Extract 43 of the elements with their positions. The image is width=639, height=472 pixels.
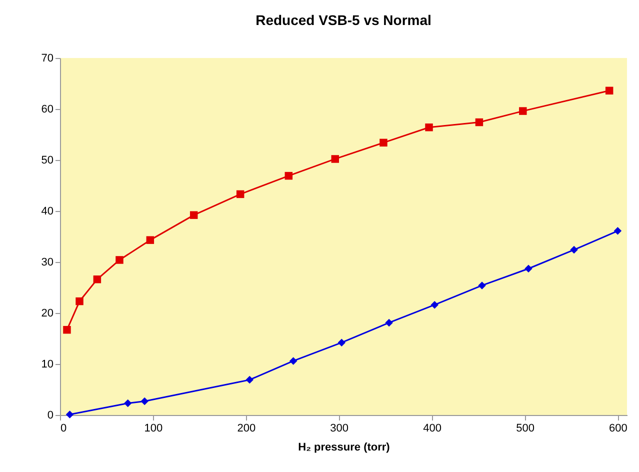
x-tick-label: 0 (60, 422, 67, 434)
point (146, 236, 154, 244)
x-axis-title: H₂ pressure (torr) (298, 442, 390, 454)
point (475, 118, 484, 126)
y-tick-label: 50 (41, 154, 54, 166)
point (605, 86, 614, 95)
point (425, 123, 433, 132)
point (331, 155, 340, 163)
point (76, 297, 84, 306)
x-tick-label: 200 (237, 422, 256, 434)
point (140, 397, 148, 406)
point (570, 246, 578, 254)
y-tick-label: 60 (41, 104, 54, 116)
x-tick-label: 100 (144, 422, 163, 434)
point (124, 399, 132, 408)
point (430, 300, 438, 309)
point (236, 190, 244, 198)
point (63, 326, 71, 334)
y-tick-label: 70 (41, 52, 54, 64)
point (116, 256, 124, 264)
point (614, 227, 622, 235)
point (289, 357, 298, 365)
x-tick-label: 600 (609, 422, 628, 434)
point (385, 318, 393, 327)
y-tick-label: 20 (41, 308, 54, 320)
y-tick-label: 30 (41, 256, 54, 268)
point (519, 107, 527, 115)
point (66, 410, 74, 418)
point (284, 172, 293, 180)
point (524, 264, 532, 273)
x-tick-label: 300 (330, 422, 349, 434)
y-tick-label: 40 (41, 206, 54, 218)
y-tick-label: 10 (41, 358, 54, 370)
point (246, 376, 254, 384)
x-tick-label: 500 (516, 422, 534, 434)
x-tick-label: 400 (423, 422, 442, 434)
point (338, 338, 346, 346)
point (190, 211, 198, 219)
chart-title: Reduced VSB-5 vs Normal (256, 12, 432, 28)
point (478, 282, 486, 290)
y-tick-label: 0 (47, 410, 54, 422)
point (380, 138, 388, 147)
point (93, 275, 102, 284)
